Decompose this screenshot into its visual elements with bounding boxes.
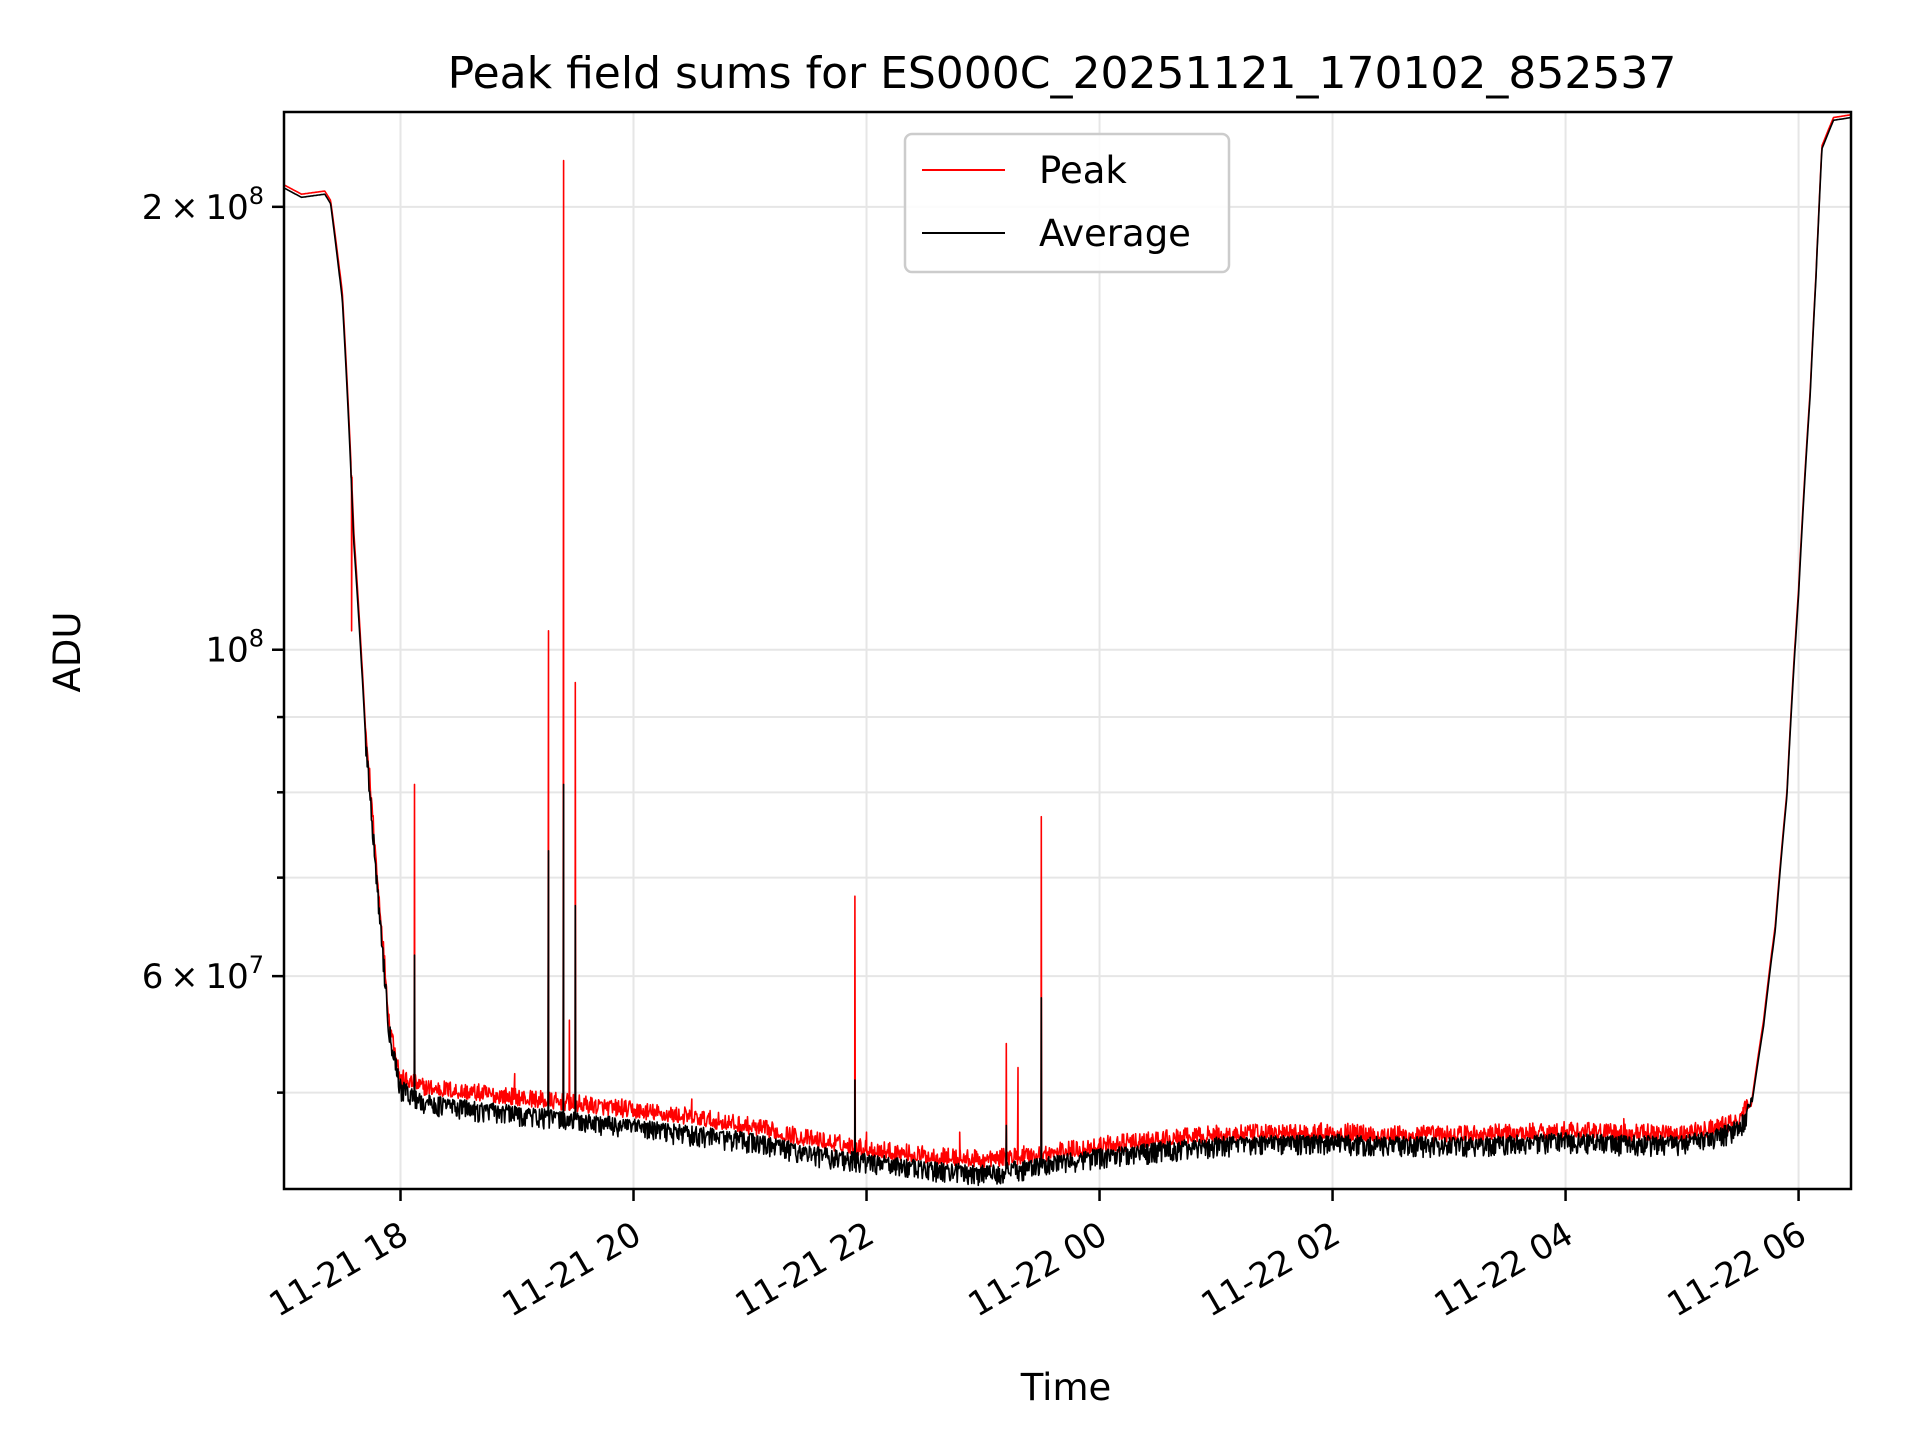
series-layer [284,113,1851,1187]
y-tick-label-1: 108 [205,625,264,671]
chart-title: Peak field sums for ES000C_20251121_1701… [448,48,1677,99]
y-tick-label-2: 2 × 108 [142,182,264,228]
y-axis-ticks: 6 × 107 108 2 × 108 [142,182,284,1094]
legend-label-average: Average [1039,212,1191,255]
y-tick-label-0: 6 × 107 [142,951,264,997]
legend-box [903,132,1231,274]
legend-label-peak: Peak [1039,149,1127,192]
series-average-line [284,116,1851,1187]
legend: Peak Average [903,132,1231,274]
x-axis-label: Time [1020,1366,1112,1409]
y-axis-label: ADU [46,612,89,693]
